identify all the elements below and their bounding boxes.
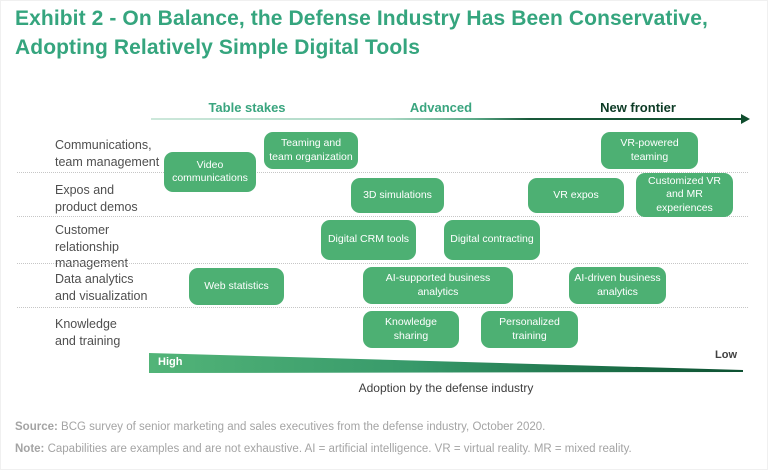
row-label-customer-relationship-management: Customer relationship management — [55, 223, 128, 270]
capability-box-teaming-and-team-organization: Teaming and team organization — [264, 132, 358, 169]
row-separator — [17, 307, 748, 308]
capability-box-ai-driven-business-analytics: AI-driven business analytics — [569, 267, 666, 304]
column-header-table-stakes: Table stakes — [208, 100, 286, 115]
capability-box-knowledge-sharing: Knowledge sharing — [363, 311, 459, 348]
capability-box-personalized-training: Personalized training — [481, 311, 578, 348]
note-text: Capabilities are examples and are not ex… — [44, 443, 632, 455]
capability-box-ai-supported-business-analytics: AI-supported business analytics — [363, 267, 513, 304]
capability-box-web-statistics: Web statistics — [189, 268, 284, 305]
capability-box-digital-crm-tools: Digital CRM tools — [321, 220, 416, 260]
column-header-advanced: Advanced — [409, 100, 473, 115]
row-separator — [17, 216, 748, 217]
wedge-high-label: High — [158, 356, 183, 368]
capability-box-vr-expos: VR expos — [528, 178, 624, 213]
note-line: Note: Capabilities are examples and are … — [15, 443, 632, 455]
row-separator — [17, 263, 748, 264]
maturity-axis-line — [151, 118, 742, 120]
source-line: Source: BCG survey of senior marketing a… — [15, 421, 545, 433]
source-label: Source: — [15, 421, 58, 433]
row-label-knowledge-training: Knowledge and training — [55, 317, 121, 348]
capability-box-video-communications: Video communications — [164, 152, 256, 192]
exhibit-title: Exhibit 2 - On Balance, the Defense Indu… — [15, 7, 708, 59]
row-label-data-analytics-visualization: Data analytics and visualization — [55, 272, 148, 303]
row-label-expos-product-demos: Expos and product demos — [55, 183, 138, 214]
wedge-low-label: Low — [715, 349, 737, 361]
capability-box-digital-contracting: Digital contracting — [444, 220, 540, 260]
arrow-right-icon — [741, 114, 750, 124]
row-separator — [17, 172, 748, 173]
capability-box-3d-simulations: 3D simulations — [351, 178, 444, 213]
adoption-axis-caption: Adoption by the defense industry — [358, 381, 534, 395]
column-header-new-frontier: New frontier — [600, 100, 676, 115]
row-label-communications-team-management: Communications, team management — [55, 138, 160, 169]
note-label: Note: — [15, 443, 45, 455]
capability-box-customized-vr-mr-experiences: Customized VR and MR experiences — [636, 173, 733, 217]
capability-box-vr-powered-teaming: VR-powered teaming — [601, 132, 698, 169]
adoption-gradient-wedge — [149, 353, 743, 373]
source-text: BCG survey of senior marketing and sales… — [57, 421, 546, 433]
